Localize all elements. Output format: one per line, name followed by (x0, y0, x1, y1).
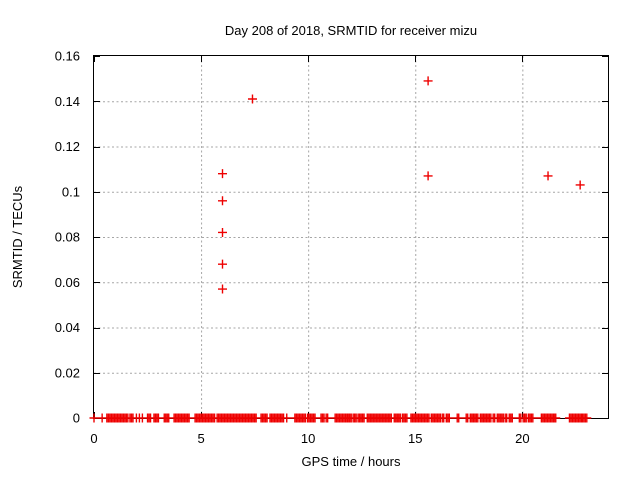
y-axis-label: SRMTID / TECUs (10, 185, 25, 288)
y-tick-label: 0.08 (55, 230, 80, 245)
outlier-data-markers (218, 76, 585, 294)
x-tick-label: 20 (515, 431, 529, 446)
y-tick-label: 0.1 (62, 184, 80, 199)
x-tick-label: 0 (90, 431, 97, 446)
y-tick-label: 0.16 (55, 49, 80, 64)
y-tick-label: 0.02 (55, 365, 80, 380)
x-tick-label: 15 (408, 431, 422, 446)
chart-title: Day 208 of 2018, SRMTID for receiver miz… (225, 23, 477, 38)
y-tick-label: 0 (73, 411, 80, 426)
x-tick-label: 5 (197, 431, 204, 446)
x-tick-label: 10 (301, 431, 315, 446)
y-tick-label: 0.04 (55, 320, 80, 335)
grid-layer (94, 56, 608, 418)
x-axis-label: GPS time / hours (302, 454, 401, 469)
y-tick-label: 0.14 (55, 94, 80, 109)
tick-labels: 0 5 10 15 20 0 0.02 0.04 0.06 0.08 0.1 0.12 0.14 0.16 (55, 49, 530, 447)
y-tick-label: 0.12 (55, 139, 80, 154)
data-points-layer (89, 76, 592, 423)
baseline-data-markers (89, 413, 592, 423)
y-tick-label: 0.06 (55, 275, 80, 290)
